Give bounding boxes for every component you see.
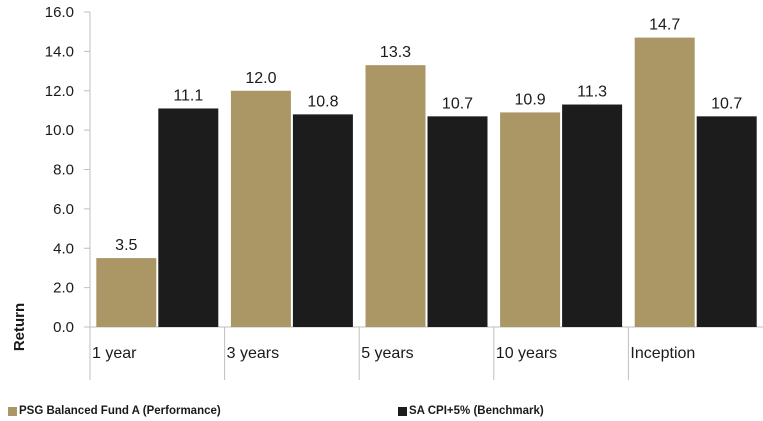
bar-benchmark xyxy=(562,104,623,327)
data-label-benchmark: 11.1 xyxy=(173,87,203,104)
x-tick-label: 10 years xyxy=(496,345,557,362)
bar-performance xyxy=(230,90,291,327)
bar-performance xyxy=(365,65,426,327)
y-axis-title: Return xyxy=(11,303,28,351)
legend: PSG Balanced Fund A (Performance) SA CPI… xyxy=(8,405,758,421)
data-label-benchmark: 10.8 xyxy=(307,93,338,110)
x-tick-label: 3 years xyxy=(227,345,279,362)
data-label-benchmark: 10.7 xyxy=(442,95,473,112)
x-tick-label: 1 year xyxy=(92,345,137,362)
data-label-performance: 12.0 xyxy=(245,70,276,87)
legend-swatch-performance xyxy=(8,406,17,416)
data-label-performance: 14.7 xyxy=(649,17,680,34)
bar-benchmark xyxy=(696,116,757,327)
data-labels: 3.5 11.1 12.0 10.8 13.3 10.7 10.9 11.3 14.7 10.7 xyxy=(115,17,742,255)
x-axis: 1 year 3 years 5 years 10 years Inception xyxy=(89,326,763,380)
legend-label-benchmark: SA CPI+5% (Benchmark) xyxy=(409,405,544,417)
y-tick-label: 16.0 xyxy=(45,4,74,21)
y-tick-label: 12.0 xyxy=(45,83,74,100)
bar-benchmark xyxy=(292,114,353,327)
y-tick-label: 0.0 xyxy=(53,319,74,336)
legend-item-performance: PSG Balanced Fund A (Performance) xyxy=(8,405,221,417)
data-label-benchmark: 11.3 xyxy=(577,84,607,101)
bars xyxy=(96,37,757,327)
legend-item-benchmark: SA CPI+5% (Benchmark) xyxy=(398,405,544,417)
bar-chart: 0.0 2.0 4.0 6.0 8.0 10.0 12.0 14.0 16.0 1 year 3 … xyxy=(11,4,763,380)
data-label-performance: 3.5 xyxy=(115,237,137,254)
y-tick-label: 4.0 xyxy=(53,240,74,257)
y-tick-label: 2.0 xyxy=(53,280,74,297)
y-tick-label: 6.0 xyxy=(53,201,74,218)
data-label-benchmark: 10.7 xyxy=(711,95,742,112)
y-axis: 0.0 2.0 4.0 6.0 8.0 10.0 12.0 14.0 16.0 xyxy=(45,4,91,336)
legend-swatch-benchmark xyxy=(398,406,407,416)
bar-performance xyxy=(500,112,561,327)
x-tick-label: Inception xyxy=(630,345,695,362)
y-tick-label: 10.0 xyxy=(45,122,74,139)
data-label-performance: 13.3 xyxy=(380,44,411,61)
x-tick-label: 5 years xyxy=(361,345,413,362)
legend-label-performance: PSG Balanced Fund A (Performance) xyxy=(19,405,221,417)
bar-performance xyxy=(96,258,157,327)
bar-benchmark xyxy=(158,108,219,327)
bar-benchmark xyxy=(427,116,488,327)
data-label-performance: 10.9 xyxy=(515,91,546,108)
y-tick-label: 14.0 xyxy=(45,43,74,60)
y-tick-label: 8.0 xyxy=(53,162,74,179)
bar-performance xyxy=(634,37,695,327)
